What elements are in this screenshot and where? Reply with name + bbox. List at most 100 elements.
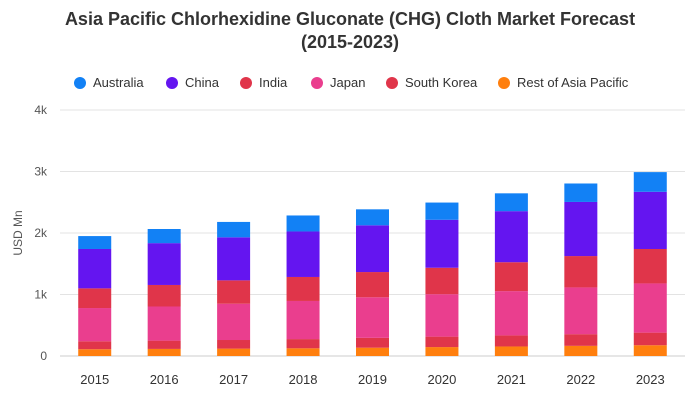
bar-segment-rest-of-asia-pacific-2016[interactable] — [147, 348, 181, 356]
y-tick-label: 1k — [34, 288, 48, 302]
bar-segment-china-2017[interactable] — [217, 237, 251, 281]
bar-segment-india-2019[interactable] — [356, 272, 389, 298]
bar-segment-japan-2015[interactable] — [78, 308, 112, 342]
bar-segment-south-korea-2017[interactable] — [217, 340, 251, 349]
bar-segment-south-korea-2015[interactable] — [78, 341, 112, 350]
bar-segment-rest-of-asia-pacific-2018[interactable] — [286, 348, 320, 356]
bar-segment-china-2019[interactable] — [356, 225, 389, 273]
bar-segment-rest-of-asia-pacific-2015[interactable] — [78, 349, 112, 356]
x-axis-ticks: 2015 2016 2017 2018 2019 2020 2021 2022 2023 — [80, 372, 664, 387]
legend-marker-south-korea — [386, 77, 398, 89]
bar-segment-india-2016[interactable] — [147, 284, 181, 307]
bar-segment-australia-2018[interactable] — [286, 215, 320, 232]
chart-title-line-2: (2015-2023) — [301, 32, 399, 52]
legend-item-china[interactable]: China — [166, 75, 220, 90]
legend-item-india[interactable]: India — [240, 75, 288, 90]
bar-segment-india-2021[interactable] — [494, 262, 528, 292]
bar-stack-2022 — [564, 183, 598, 356]
bar-segment-rest-of-asia-pacific-2023[interactable] — [633, 345, 667, 356]
legend-label-india: India — [259, 75, 288, 90]
bar-segment-japan-2023[interactable] — [633, 283, 667, 333]
bar-segment-australia-2015[interactable] — [78, 236, 112, 249]
chart-legend: Australia China India Japan South Korea Rest … — [74, 75, 629, 90]
x-tick-label: 2022 — [566, 372, 595, 387]
bar-segment-japan-2018[interactable] — [286, 300, 320, 340]
bar-segment-south-korea-2021[interactable] — [494, 335, 528, 347]
legend-item-japan[interactable]: Japan — [311, 75, 365, 90]
bar-segment-japan-2019[interactable] — [356, 297, 389, 338]
bar-stack-2017 — [217, 221, 251, 356]
bar-segment-australia-2023[interactable] — [633, 172, 667, 192]
bar-segment-china-2022[interactable] — [564, 201, 598, 257]
bar-segment-australia-2022[interactable] — [564, 183, 598, 202]
bar-segment-south-korea-2019[interactable] — [356, 337, 389, 348]
legend-marker-china — [166, 77, 178, 89]
legend-label-china: China — [185, 75, 220, 90]
legend-item-rest-of-asia-pacific[interactable]: Rest of Asia Pacific — [498, 75, 629, 90]
bar-stack-2016 — [147, 229, 181, 356]
legend-label-south-korea: South Korea — [405, 75, 478, 90]
bar-segment-japan-2021[interactable] — [494, 291, 528, 336]
bar-segment-australia-2019[interactable] — [356, 209, 389, 226]
bar-segment-south-korea-2023[interactable] — [633, 332, 667, 346]
bar-stack-group — [78, 172, 667, 356]
bar-segment-china-2015[interactable] — [78, 248, 112, 289]
bar-stack-2021 — [494, 193, 528, 356]
legend-marker-india — [240, 77, 252, 89]
bar-segment-australia-2021[interactable] — [494, 193, 528, 212]
y-tick-label: 0 — [40, 349, 47, 363]
bar-segment-rest-of-asia-pacific-2020[interactable] — [425, 347, 459, 356]
bar-segment-australia-2020[interactable] — [425, 202, 459, 220]
x-tick-label: 2020 — [427, 372, 456, 387]
bar-segment-china-2020[interactable] — [425, 219, 459, 268]
bar-segment-australia-2016[interactable] — [147, 229, 181, 244]
bar-segment-india-2022[interactable] — [564, 256, 598, 288]
bar-segment-china-2021[interactable] — [494, 211, 528, 263]
bar-segment-india-2017[interactable] — [217, 280, 251, 304]
bar-segment-india-2015[interactable] — [78, 288, 112, 309]
legend-label-rest-of-asia-pacific: Rest of Asia Pacific — [517, 75, 629, 90]
bar-stack-2020 — [425, 202, 459, 356]
bar-segment-japan-2020[interactable] — [425, 294, 459, 337]
bar-segment-rest-of-asia-pacific-2019[interactable] — [356, 347, 389, 356]
bar-segment-south-korea-2016[interactable] — [147, 340, 181, 349]
bar-segment-rest-of-asia-pacific-2022[interactable] — [564, 345, 598, 356]
legend-label-japan: Japan — [330, 75, 365, 90]
legend-marker-japan — [311, 77, 323, 89]
bar-segment-australia-2017[interactable] — [217, 221, 251, 238]
bar-segment-south-korea-2018[interactable] — [286, 339, 320, 349]
bar-segment-rest-of-asia-pacific-2017[interactable] — [217, 348, 251, 356]
y-axis-label: USD Mn — [11, 210, 25, 255]
bar-segment-china-2016[interactable] — [147, 243, 181, 285]
x-tick-label: 2019 — [358, 372, 387, 387]
bar-segment-japan-2022[interactable] — [564, 287, 598, 335]
bar-segment-china-2023[interactable] — [633, 191, 667, 249]
legend-marker-australia — [74, 77, 86, 89]
bar-stack-2015 — [78, 236, 112, 356]
bar-segment-china-2018[interactable] — [286, 231, 320, 277]
bar-segment-rest-of-asia-pacific-2021[interactable] — [494, 346, 528, 356]
bar-segment-japan-2016[interactable] — [147, 306, 181, 341]
bar-segment-india-2018[interactable] — [286, 276, 320, 301]
bar-segment-south-korea-2022[interactable] — [564, 334, 598, 346]
x-tick-label: 2016 — [150, 372, 179, 387]
bar-segment-india-2020[interactable] — [425, 267, 459, 295]
bar-segment-india-2023[interactable] — [633, 248, 667, 284]
y-tick-label: 2k — [34, 226, 48, 240]
x-tick-label: 2021 — [497, 372, 526, 387]
legend-item-australia[interactable]: Australia — [74, 75, 144, 90]
legend-item-south-korea[interactable]: South Korea — [386, 75, 478, 90]
y-tick-label: 4k — [34, 103, 48, 117]
y-axis-ticks: 0 1k 2k 3k 4k — [34, 103, 48, 363]
legend-marker-rest-of-asia-pacific — [498, 77, 510, 89]
bar-segment-japan-2017[interactable] — [217, 303, 251, 341]
y-tick-label: 3k — [34, 165, 48, 179]
x-tick-label: 2023 — [636, 372, 665, 387]
bar-stack-2018 — [286, 215, 320, 356]
legend-label-australia: Australia — [93, 75, 144, 90]
chart-title-line-1: Asia Pacific Chlorhexidine Gluconate (CH… — [65, 9, 635, 29]
bar-segment-south-korea-2020[interactable] — [425, 336, 459, 348]
bar-stack-2023 — [633, 172, 667, 356]
